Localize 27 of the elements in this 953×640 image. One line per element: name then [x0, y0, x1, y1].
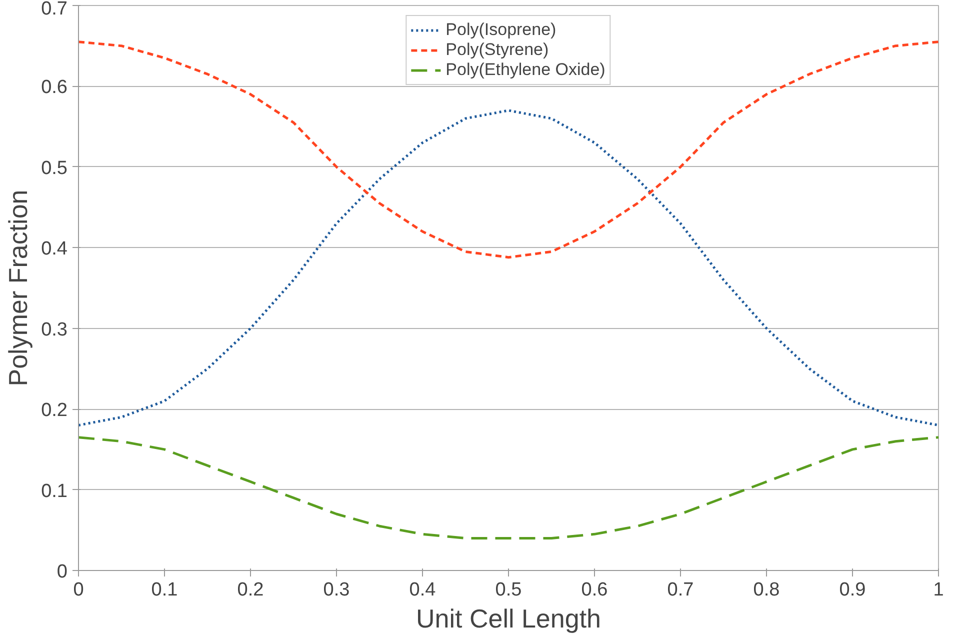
line-series	[78, 40, 938, 259]
x-tick-label: 0.1	[151, 580, 178, 600]
y-tick-label: 0.4	[41, 238, 68, 260]
x-tick-label: 0.7	[667, 580, 694, 600]
x-axis-title: Unit Cell Length	[416, 604, 601, 634]
x-tick-label: 0.9	[839, 580, 866, 600]
x-tick-label: 0.8	[753, 580, 780, 600]
y-tick-label: 0.3	[41, 319, 68, 340]
x-tick-label: 0.2	[237, 580, 264, 600]
line-series	[78, 436, 938, 540]
x-tick-label: 0	[73, 580, 84, 600]
legend-label: Poly(Styrene)	[446, 40, 549, 60]
y-tick-label: 0.1	[41, 480, 68, 502]
x-tick-label: 0.4	[409, 580, 436, 600]
y-tick-label: 0.6	[41, 77, 68, 98]
y-tick-label: 0.7	[41, 0, 68, 20]
y-tick-label: 0	[56, 562, 68, 582]
x-tick-label: 0.6	[581, 580, 608, 600]
legend-label: Poly(Isoprene)	[446, 20, 556, 40]
y-axis-title: Polymer Fraction	[3, 190, 34, 386]
x-tick-label: 0.5	[495, 580, 522, 600]
x-tick-label: 0.3	[323, 580, 350, 600]
legend-label: Poly(Ethylene Oxide)	[446, 60, 606, 80]
y-tick-label: 0.2	[41, 400, 68, 422]
x-tick-label: 1	[933, 580, 944, 600]
y-tick-label: 0.5	[41, 158, 68, 179]
line-series	[78, 109, 938, 426]
